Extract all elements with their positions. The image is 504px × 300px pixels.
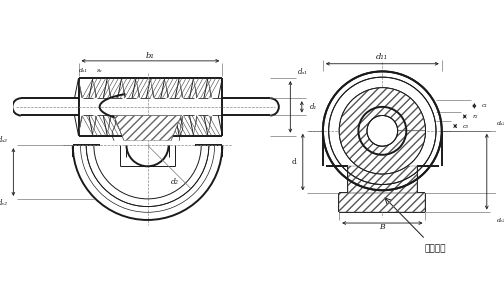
Polygon shape — [339, 193, 425, 212]
Text: dₐ₂: dₐ₂ — [0, 136, 8, 144]
Text: B: B — [380, 223, 385, 231]
Text: dₑ₂: dₑ₂ — [496, 218, 504, 223]
Polygon shape — [358, 107, 406, 155]
Text: dₐ₂: dₐ₂ — [496, 121, 504, 126]
Text: b₁: b₁ — [146, 52, 155, 60]
Text: c₁: c₁ — [482, 103, 488, 108]
Text: d₁₁: d₁₁ — [376, 53, 389, 61]
Polygon shape — [339, 88, 425, 174]
Circle shape — [367, 116, 398, 146]
Text: d₂: d₂ — [170, 178, 178, 186]
Text: dₐ₁: dₐ₁ — [79, 68, 87, 73]
Polygon shape — [114, 116, 181, 140]
Text: r₂: r₂ — [472, 114, 478, 119]
Text: d₁: d₁ — [309, 103, 317, 111]
Text: 中间平面: 中间平面 — [424, 244, 446, 253]
Text: c₃: c₃ — [463, 124, 469, 128]
Text: d: d — [291, 158, 296, 166]
Text: sₐ: sₐ — [97, 68, 103, 73]
Text: dₐ₁: dₐ₁ — [298, 68, 308, 76]
Text: dₑ₂: dₑ₂ — [0, 199, 8, 207]
Polygon shape — [348, 167, 417, 193]
